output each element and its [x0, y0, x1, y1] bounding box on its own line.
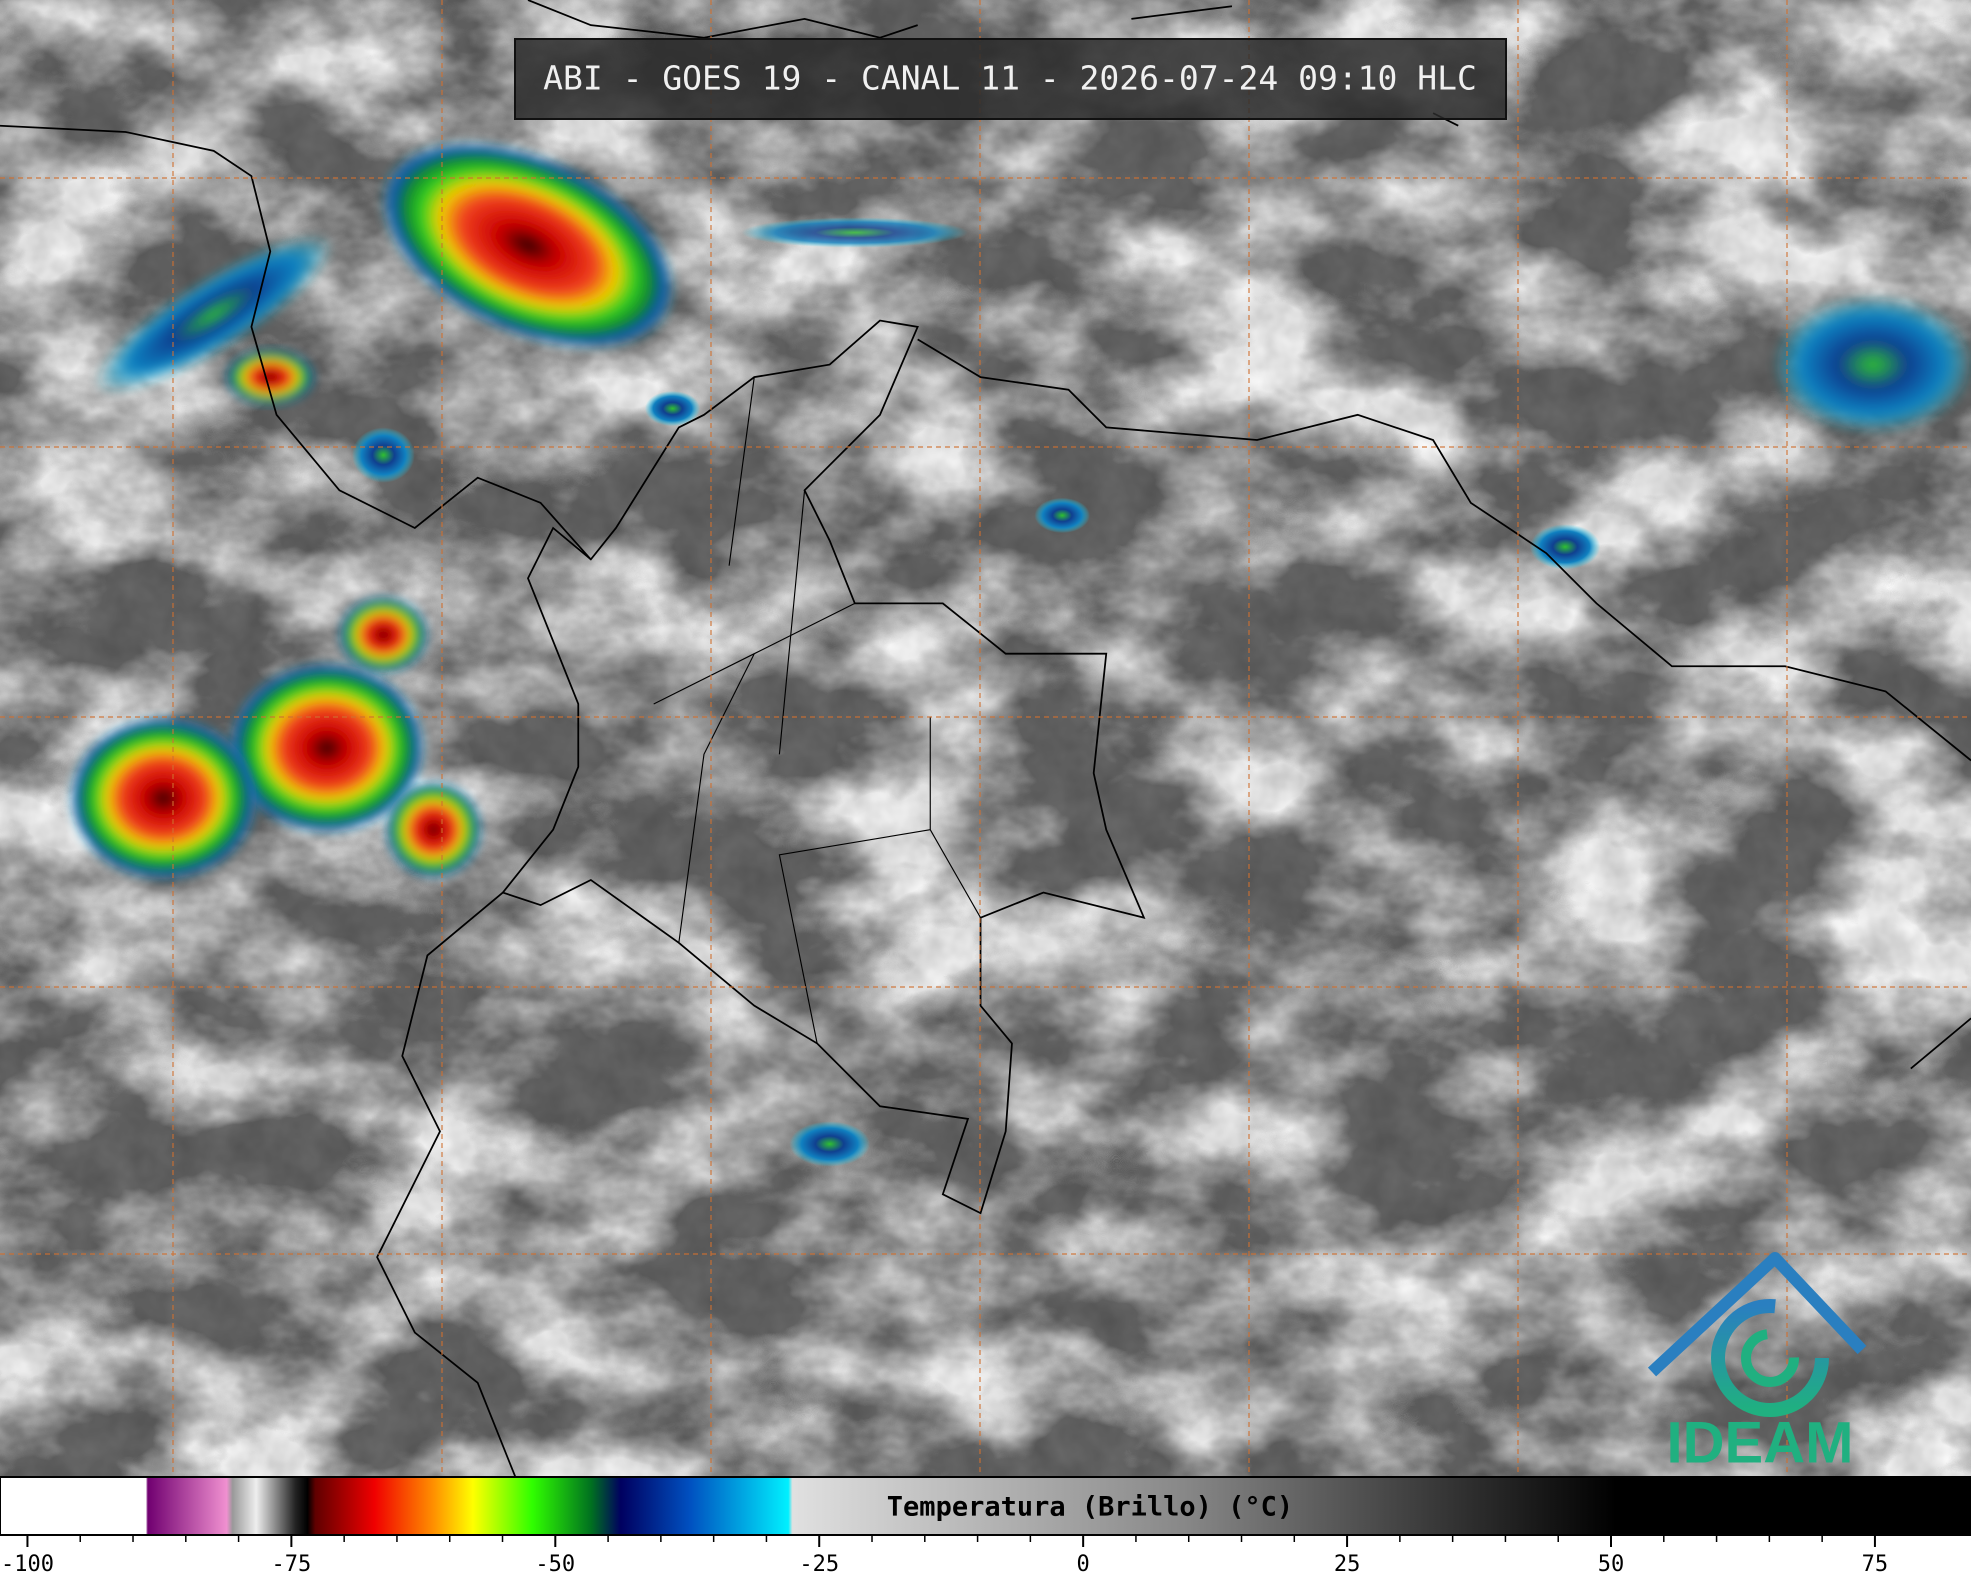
tick-label: 25: [1334, 1552, 1361, 1577]
coastline: [917, 338, 1971, 762]
coastline: [527, 0, 1971, 1070]
storm-cell: [69, 716, 258, 880]
tick-label: 50: [1598, 1552, 1625, 1577]
storm-cell: [385, 781, 482, 878]
storm-cell: [741, 217, 968, 248]
storm-cell: [226, 349, 315, 405]
colorbar-gradient: [0, 1476, 1971, 1536]
colorbar-label: Temperatura (Brillo) (°C): [887, 1492, 1293, 1523]
title-box: ABI - GOES 19 - CANAL 11 - 2026-07-24 09…: [514, 38, 1507, 120]
storm-cell: [94, 235, 333, 394]
logo-swirl: [1711, 1299, 1829, 1417]
tick-label: -75: [271, 1552, 311, 1577]
tick-label: -100: [1, 1552, 54, 1577]
satellite-map: [0, 0, 1971, 1478]
department-border: [653, 377, 982, 1044]
logo-swirl: [1741, 1329, 1799, 1387]
storm-cell: [644, 390, 701, 427]
storm-cell: [380, 141, 676, 349]
coastline: [0, 124, 592, 560]
storm-cell: [1772, 295, 1971, 434]
logo-text: IDEAM: [1667, 1410, 1854, 1475]
tick-label: -50: [535, 1552, 575, 1577]
coastline: [376, 891, 517, 1478]
tick-label: 75: [1862, 1552, 1889, 1577]
title: ABI - GOES 19 - CANAL 11 - 2026-07-24 09…: [543, 59, 1477, 98]
borders: [0, 0, 1971, 1478]
storm-cell: [339, 597, 428, 673]
storm-cell: [351, 427, 415, 483]
storm-cells: [69, 141, 1971, 1167]
logo-roof: [1647, 1252, 1867, 1377]
logo: IDEAM: [1647, 1252, 1867, 1475]
tick-label: 0: [1077, 1552, 1090, 1577]
country-border: [501, 319, 1146, 1215]
storm-cell: [789, 1121, 870, 1167]
storm-cell: [1529, 524, 1601, 570]
title-background: [514, 38, 1507, 120]
colorbar: Temperatura (Brillo) (°C) -100 -75 -50 -25 0…: [0, 1476, 1971, 1577]
tick-label: -25: [799, 1552, 839, 1577]
storm-cell: [228, 662, 425, 834]
graticule: [0, 0, 1971, 1477]
storm-cell: [1034, 497, 1090, 534]
